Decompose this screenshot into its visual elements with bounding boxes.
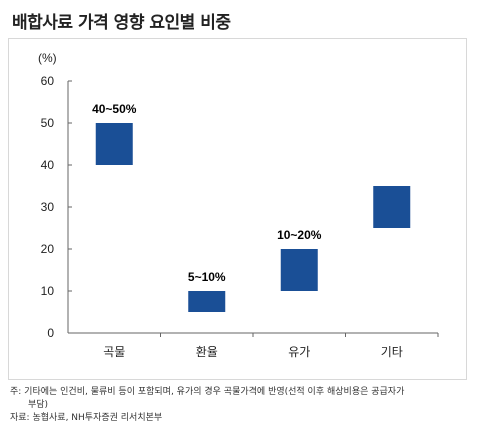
y-axis-unit: (%) <box>38 51 57 65</box>
y-tick-label: 60 <box>41 74 55 88</box>
range-bar-4 <box>373 186 411 228</box>
x-category-label: 유가 <box>288 345 310 359</box>
note-line-2: 부담) <box>28 400 49 410</box>
y-tick-label: 0 <box>47 326 54 340</box>
source-line: 자료: 농협사료, NH투자증권 리서치본부 <box>10 413 163 423</box>
x-category-label: 곡물 <box>103 345 125 359</box>
y-tick-label: 10 <box>41 284 55 298</box>
chart-title: 배합사료 가격 영향 요인별 비중 <box>12 13 231 33</box>
y-tick-label: 40 <box>41 158 55 172</box>
y-tick-label: 30 <box>41 200 55 214</box>
y-tick-label: 50 <box>41 116 55 130</box>
data-label: 40~50% <box>92 102 137 116</box>
y-tick-label: 20 <box>41 242 55 256</box>
bars <box>95 123 411 312</box>
data-label: 5~10% <box>188 270 226 284</box>
data-labels: 40~50% 5~10% 10~20% <box>92 102 322 284</box>
range-bar-3 <box>280 249 318 291</box>
footnotes: 주: 기타에는 인건비, 물류비 등이 포함되며, 유가의 경우 곡물가격에 반… <box>10 386 472 425</box>
x-category-label: 환율 <box>196 345 218 359</box>
data-label: 10~20% <box>277 228 322 242</box>
note-line-1: 주: 기타에는 인건비, 물류비 등이 포함되며, 유가의 경우 곡물가격에 반… <box>10 387 405 397</box>
chart-frame <box>8 38 467 380</box>
range-bar-1 <box>95 123 133 165</box>
x-category-label: 기타 <box>381 345 403 359</box>
range-bar-2 <box>188 291 226 312</box>
axes: 0 10 20 30 40 50 60 곡물 환율 유가 기타 <box>41 74 439 359</box>
